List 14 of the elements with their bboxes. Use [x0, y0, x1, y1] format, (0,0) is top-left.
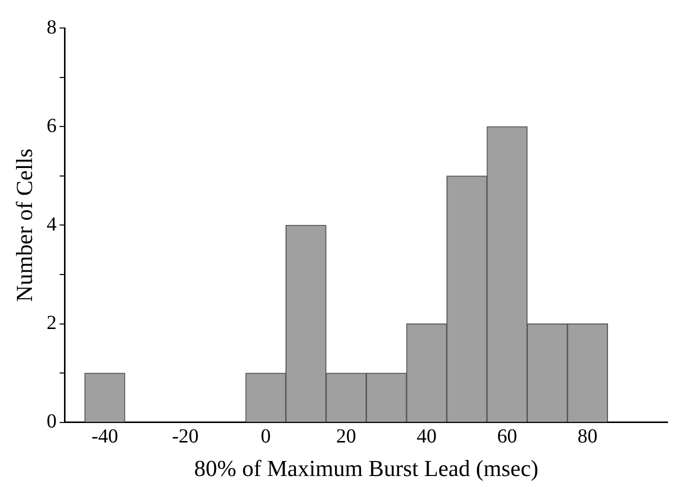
- x-tick-label: 20: [336, 426, 356, 448]
- y-tick-label: 4: [46, 213, 57, 236]
- y-tick-label: 2: [46, 312, 57, 334]
- x-tick-label: -20: [172, 426, 199, 448]
- x-tick-label: 80: [578, 426, 598, 448]
- x-axis-title: 80% of Maximum Burst Lead (msec): [194, 456, 538, 482]
- y-tick-label: 6: [46, 114, 57, 137]
- y-tick-label: 0: [46, 410, 57, 433]
- x-tick-label: 40: [416, 426, 437, 448]
- x-tick-label: 0: [260, 426, 271, 448]
- x-tick-label: -40: [91, 426, 118, 448]
- y-tick-label: 8: [46, 16, 57, 38]
- y-axis-title: Number of Cells: [12, 148, 37, 302]
- x-tick-label: 60: [497, 426, 518, 448]
